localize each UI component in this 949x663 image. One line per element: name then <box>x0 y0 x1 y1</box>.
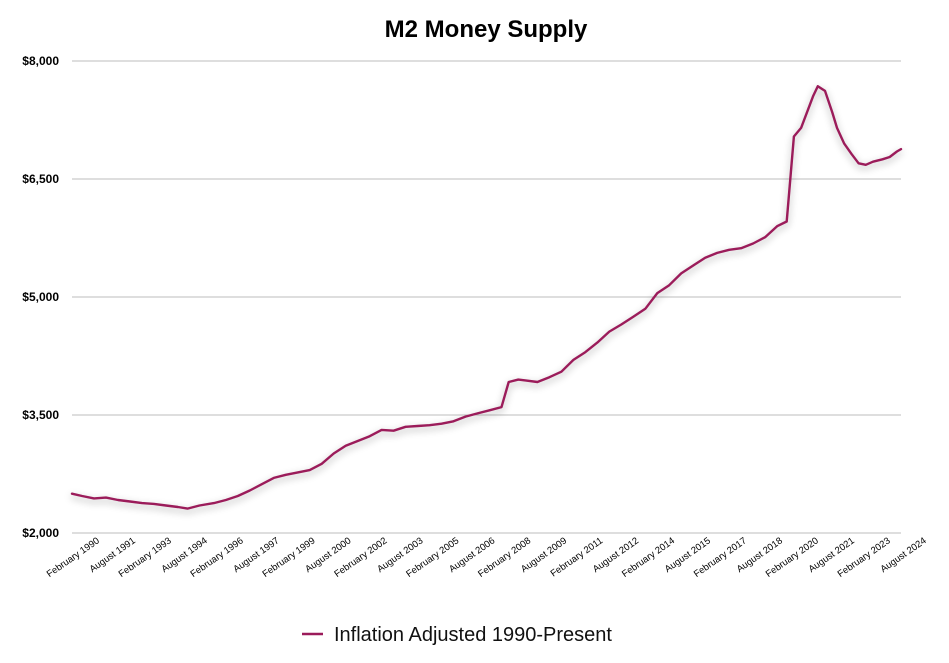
data-point <box>71 493 73 495</box>
data-point <box>704 257 706 259</box>
y-tick-label: $5,000 <box>22 290 59 304</box>
data-point <box>213 502 215 504</box>
data-point <box>369 435 371 437</box>
data-point <box>824 90 826 92</box>
data-point <box>93 497 95 499</box>
data-point <box>273 477 275 479</box>
data-point <box>632 316 634 318</box>
data-point <box>198 504 201 507</box>
data-point <box>165 504 167 507</box>
data-point <box>476 412 479 415</box>
data-point <box>117 499 119 501</box>
data-point <box>405 426 407 428</box>
data-point <box>776 225 778 227</box>
data-point <box>309 469 311 471</box>
data-point <box>881 158 884 160</box>
data-point <box>692 264 694 267</box>
data-point <box>740 247 742 249</box>
data-point <box>517 379 519 381</box>
y-tick-label: $8,000 <box>22 54 59 68</box>
data-point <box>752 242 754 245</box>
data-point <box>865 164 867 166</box>
series-group <box>70 84 903 510</box>
data-point <box>357 440 359 442</box>
data-point <box>843 143 845 145</box>
data-point <box>488 409 491 411</box>
data-point <box>186 508 189 510</box>
series-line-0 <box>70 84 903 510</box>
data-point <box>857 162 860 164</box>
data-point <box>500 406 503 408</box>
y-tick-label: $6,500 <box>22 172 59 186</box>
data-point <box>793 135 795 138</box>
data-point <box>105 497 107 499</box>
data-point <box>620 323 622 326</box>
y-tick-label: $3,500 <box>22 408 59 422</box>
data-point <box>297 471 299 474</box>
data-point <box>129 500 131 503</box>
data-point <box>81 495 83 497</box>
data-point <box>656 292 658 294</box>
data-point <box>716 252 718 254</box>
data-point <box>321 463 323 465</box>
data-point <box>786 220 788 223</box>
data-point <box>764 236 766 238</box>
data-point <box>141 502 143 504</box>
data-point <box>872 161 874 163</box>
data-point <box>393 430 395 432</box>
data-point <box>177 506 179 508</box>
legend: Inflation Adjusted 1990-Present <box>302 624 612 646</box>
data-point <box>524 379 527 381</box>
data-point <box>464 415 467 418</box>
data-point <box>249 489 251 492</box>
data-point <box>560 371 562 373</box>
data-point <box>900 148 902 150</box>
legend-label: Inflation Adjusted 1990-Present <box>334 624 612 646</box>
data-point <box>333 452 335 455</box>
data-point <box>584 351 586 353</box>
data-point <box>345 445 347 447</box>
data-point <box>644 308 646 310</box>
data-point <box>896 150 898 153</box>
data-point <box>800 127 802 129</box>
data-point <box>548 376 551 378</box>
data-point <box>428 424 431 426</box>
data-point <box>850 153 852 155</box>
data-point <box>831 111 833 113</box>
data-point <box>728 249 730 251</box>
data-point <box>596 342 598 344</box>
data-point <box>440 423 443 425</box>
data-point <box>153 503 155 505</box>
data-point <box>285 474 287 476</box>
data-point <box>812 95 814 97</box>
gridlines <box>72 60 901 534</box>
y-axis: $2,000 $3,500 $5,000 $6,500 $8,000 <box>22 54 59 540</box>
data-point <box>817 85 819 87</box>
data-point <box>889 156 891 158</box>
data-point <box>836 127 838 129</box>
data-point <box>508 381 510 383</box>
data-point <box>261 483 263 485</box>
chart-title: M2 Money Supply <box>385 16 588 43</box>
data-point <box>680 272 682 274</box>
data-point <box>452 420 455 422</box>
data-point <box>237 495 239 497</box>
data-point <box>381 429 383 431</box>
data-point <box>225 499 227 501</box>
data-point <box>668 284 670 286</box>
data-point <box>536 381 539 383</box>
data-point <box>572 359 574 361</box>
data-point <box>416 425 419 427</box>
data-point <box>608 331 610 333</box>
y-tick-label: $2,000 <box>22 526 59 540</box>
